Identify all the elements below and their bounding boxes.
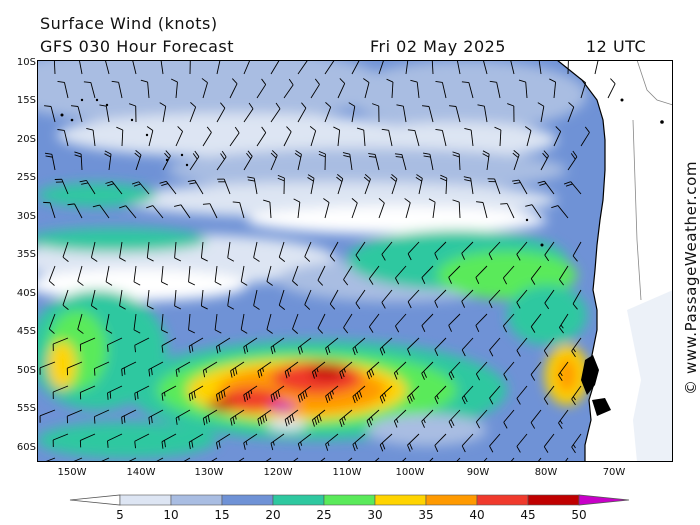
lat-label-45s: 45S	[16, 326, 36, 337]
legend-label-45: 45	[520, 508, 536, 522]
legend-swatch	[527, 494, 580, 506]
legend-swatch	[374, 494, 427, 506]
lon-label-70w: 70W	[602, 467, 626, 478]
legend-swatch	[221, 494, 274, 506]
legend-swatch	[119, 494, 172, 506]
lon-label-130w: 130W	[194, 467, 224, 478]
map-title: Surface Wind (knots)	[40, 14, 218, 33]
legend-swatch	[170, 494, 223, 506]
legend-swatch	[425, 494, 478, 506]
lon-label-100w: 100W	[395, 467, 425, 478]
legend-label-35: 35	[418, 508, 434, 522]
border-line	[636, 60, 673, 106]
lat-label-50s: 50S	[16, 365, 36, 376]
wind-speed-field	[37, 60, 589, 458]
forecast-subtitle: GFS 030 Hour Forecast	[40, 37, 235, 56]
lat-label-35s: 35S	[16, 249, 36, 260]
lon-label-120w: 120W	[263, 467, 293, 478]
legend-swatch	[476, 494, 529, 506]
legend-label-25: 25	[316, 508, 332, 522]
lon-label-90w: 90W	[466, 467, 490, 478]
tierra-del-fuego	[581, 355, 611, 416]
legend-swatch	[323, 494, 376, 506]
legend-label-20: 20	[265, 508, 281, 522]
wind-map	[37, 60, 673, 462]
wind-barbs	[39, 60, 616, 462]
legend-label-40: 40	[469, 508, 485, 522]
lon-label-150w: 150W	[57, 467, 87, 478]
forecast-date: Fri 02 May 2025	[370, 37, 506, 56]
lat-label-20s: 20S	[16, 134, 36, 145]
lat-label-10s: 10S	[16, 57, 36, 68]
lon-label-110w: 110W	[332, 467, 362, 478]
lat-label-40s: 40S	[16, 288, 36, 299]
legend-swatch-under-5	[69, 494, 121, 506]
coastline	[556, 60, 606, 462]
lon-label-140w: 140W	[126, 467, 156, 478]
lat-label-60s: 60S	[16, 442, 36, 453]
legend-swatch	[272, 494, 325, 506]
lat-label-15s: 15S	[16, 95, 36, 106]
lon-label-80w: 80W	[534, 467, 558, 478]
watermark: © www.PassageWeather.com	[682, 160, 700, 395]
map-frame	[37, 60, 673, 462]
lat-label-25s: 25S	[16, 172, 36, 183]
forecast-time: 12 UTC	[586, 37, 647, 56]
lat-label-30s: 30S	[16, 211, 36, 222]
legend-swatch-over-50	[578, 494, 630, 506]
legend-label-10: 10	[163, 508, 179, 522]
legend-label-50: 50	[571, 508, 587, 522]
legend-label-5: 5	[116, 508, 124, 522]
wind-speed-colorbar	[69, 494, 630, 506]
lat-label-55s: 55S	[16, 403, 36, 414]
islands	[60, 98, 664, 247]
legend-label-15: 15	[214, 508, 230, 522]
legend-label-30: 30	[367, 508, 383, 522]
